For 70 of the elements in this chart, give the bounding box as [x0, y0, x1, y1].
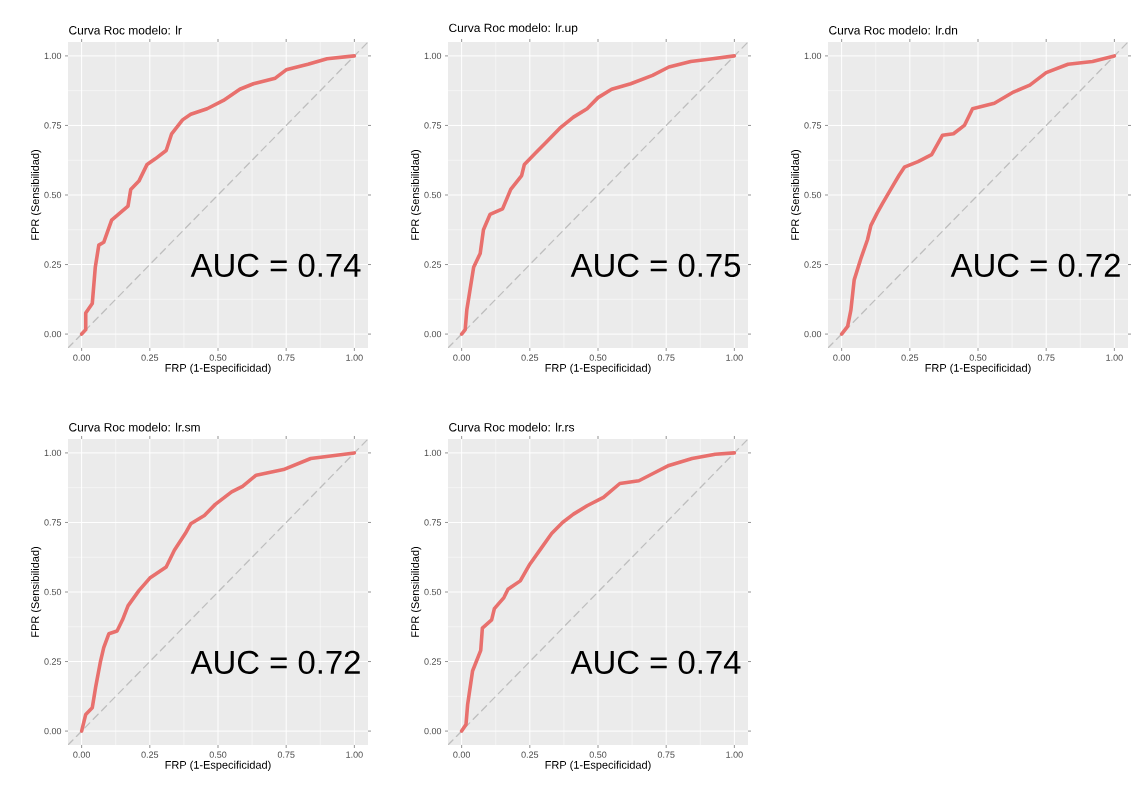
x-tick-label: 0.75: [657, 751, 675, 758]
y-axis-title: FPR (Sensibilidad): [790, 150, 802, 240]
x-axis-title: FRP (1-Especificidad): [545, 760, 651, 771]
x-tick-label: 0.25: [141, 354, 159, 361]
y-tick-label: 0.75: [804, 122, 822, 129]
x-axis-title: FRP (1-Especificidad): [165, 363, 271, 374]
x-tick-label: 0.25: [141, 751, 159, 758]
x-tick-label: 1.00: [1106, 354, 1123, 361]
x-axis-title: FRP (1-Especificidad): [545, 363, 651, 374]
y-tick-label: 1.00: [44, 449, 62, 457]
y-tick-label: 0.25: [44, 658, 62, 665]
annotation: AUC = 0.72: [190, 650, 360, 675]
x-tick-label: 0.75: [657, 354, 675, 361]
x-tick-label: 0.00: [833, 354, 851, 361]
annotation: AUC = 0.74: [570, 650, 741, 675]
y-tick-label: 0.50: [44, 588, 62, 596]
x-tick-label: 0.25: [901, 354, 919, 361]
x-axis-title: FRP (1-Especificidad): [165, 760, 271, 771]
chart-title: Curva Roc modelo: lr.up: [449, 23, 578, 35]
y-tick-label: 1.00: [44, 52, 62, 60]
y-tick-label: 0.25: [424, 658, 442, 665]
x-tick-label: 1.00: [346, 354, 363, 361]
y-axis-title: FPR (Sensibilidad): [410, 547, 422, 637]
x-tick-label: 0.25: [521, 751, 539, 758]
y-axis-title: FPR (Sensibilidad): [30, 150, 42, 240]
y-tick-label: 0.25: [44, 261, 62, 268]
x-tick-label: 0.25: [521, 354, 539, 361]
chart-title: Curva Roc modelo: lr.sm: [69, 422, 200, 432]
annotation: AUC = 0.72: [950, 253, 1120, 278]
y-tick-label: 0.50: [44, 191, 62, 199]
y-tick-label: 0.00: [44, 330, 62, 338]
x-tick-label: 1.00: [726, 354, 743, 361]
x-tick-label: 0.00: [453, 354, 471, 361]
x-tick-label: 0.50: [209, 751, 227, 758]
x-tick-label: 0.50: [589, 751, 607, 758]
y-axis-title: FPR (Sensibilidad): [30, 547, 42, 637]
x-tick-label: 0.75: [1037, 354, 1055, 361]
y-tick-label: 0.75: [424, 519, 442, 526]
chart-title: Curva Roc modelo: lr: [69, 25, 182, 35]
y-tick-label: 0.50: [424, 191, 442, 199]
y-tick-label: 0.25: [424, 261, 442, 268]
x-tick-label: 0.00: [73, 751, 91, 758]
x-tick-label: 0.00: [453, 751, 471, 758]
y-axis-title: FPR (Sensibilidad): [410, 150, 422, 240]
y-tick-label: 0.25: [804, 261, 822, 268]
chart-title: Curva Roc modelo: lr.rs: [449, 422, 575, 432]
y-tick-label: 0.75: [44, 122, 62, 129]
y-tick-label: 0.50: [424, 588, 442, 596]
x-tick-label: 0.50: [969, 354, 987, 361]
y-tick-label: 0.00: [44, 727, 62, 735]
y-tick-label: 0.75: [44, 519, 62, 526]
y-tick-label: 0.00: [424, 330, 442, 338]
y-tick-label: 0.75: [424, 122, 442, 129]
y-tick-label: 0.50: [804, 191, 822, 199]
x-tick-label: 0.50: [209, 354, 227, 361]
y-tick-label: 1.00: [424, 449, 442, 457]
x-tick-label: 1.00: [346, 751, 363, 758]
x-tick-label: 0.75: [277, 751, 295, 758]
x-tick-label: 1.00: [726, 751, 743, 758]
annotation: AUC = 0.75: [570, 253, 741, 278]
x-tick-label: 0.50: [589, 354, 607, 361]
y-tick-label: 1.00: [424, 52, 442, 60]
x-axis-title: FRP (1-Especificidad): [925, 363, 1031, 374]
annotation: AUC = 0.74: [190, 253, 361, 278]
y-tick-label: 0.00: [804, 330, 822, 338]
x-tick-label: 0.75: [277, 354, 295, 361]
chart-title: Curva Roc modelo: lr.dn: [829, 25, 958, 35]
y-tick-label: 0.00: [424, 727, 442, 735]
x-tick-label: 0.00: [73, 354, 91, 361]
y-tick-label: 1.00: [804, 52, 822, 60]
